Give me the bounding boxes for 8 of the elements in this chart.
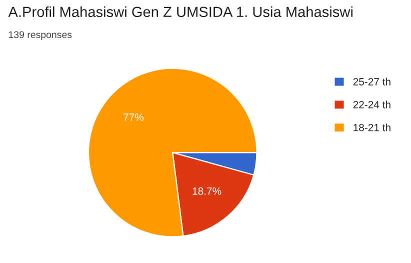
- legend-label: 18-21 th: [354, 124, 390, 132]
- data-label: 77%: [124, 114, 144, 121]
- data-label: 18.7%: [192, 187, 222, 195]
- legend-label: 25-27 th: [353, 78, 390, 86]
- chart-title: A.Profil Mahasiswi Gen Z UMSIDA 1. Usia Mahasiswi: [8, 6, 352, 18]
- chart-subtitle: 139 responses: [8, 31, 72, 40]
- pie-slice: [88, 68, 258, 238]
- legend-label: 22-24 th: [353, 100, 390, 108]
